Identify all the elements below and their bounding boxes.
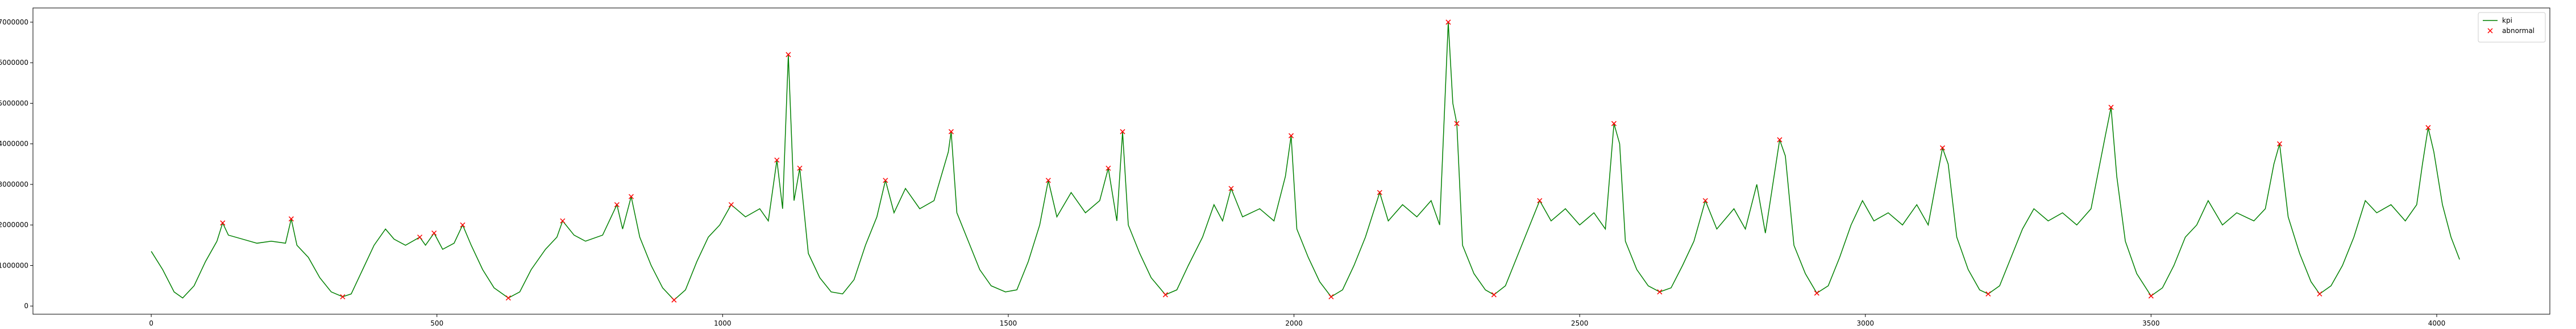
- y-tick-label: 6000000: [0, 59, 28, 67]
- abnormal-marker: [614, 202, 620, 208]
- x-tick-label: 3500: [2142, 319, 2160, 327]
- y-tick-label: 0: [24, 302, 28, 310]
- abnormal-marker: [1657, 289, 1663, 295]
- abnormal-marker: [1777, 137, 1783, 143]
- abnormal-marker: [1328, 294, 1334, 299]
- abnormal-marker: [560, 218, 566, 224]
- y-tick-label: 5000000: [0, 99, 28, 107]
- abnormal-marker: [948, 129, 954, 134]
- x-tick-label: 500: [430, 319, 443, 327]
- abnormal-marker: [797, 165, 803, 171]
- abnormal-marker: [728, 202, 734, 208]
- abnormal-marker: [883, 178, 888, 183]
- abnormal-marker: [628, 194, 634, 199]
- x-tick-label: 2000: [1285, 319, 1303, 327]
- abnormal-marker: [417, 235, 423, 240]
- x-tick-label: 2500: [1571, 319, 1589, 327]
- abnormal-marker: [2425, 125, 2431, 130]
- abnormal-marker: [1377, 190, 1382, 195]
- abnormal-marker: [2108, 105, 2114, 110]
- abnormal-marker: [1045, 178, 1051, 183]
- legend-marker: [2487, 28, 2493, 34]
- abnormal-marker: [220, 220, 226, 226]
- y-tick-label: 2000000: [0, 221, 28, 229]
- abnormal-marker: [786, 52, 791, 57]
- abnormal-marker: [671, 297, 677, 303]
- abnormal-marker: [1288, 133, 1294, 138]
- abnormal-marker: [1162, 292, 1168, 298]
- legend-box: [2478, 12, 2546, 43]
- x-tick-label: 0: [149, 319, 153, 327]
- abnormal-marker: [1537, 198, 1543, 204]
- abnormal-marker: [774, 157, 780, 163]
- y-tick-label: 1000000: [0, 261, 28, 269]
- legend: kpi abnormal: [2478, 12, 2546, 43]
- y-tick-label: 3000000: [0, 180, 28, 188]
- abnormal-marker: [288, 216, 294, 222]
- abnormal-marker: [1228, 186, 1234, 191]
- legend-label: kpi: [2502, 17, 2512, 24]
- abnormal-marker: [1454, 121, 1460, 126]
- abnormal-marker: [1491, 292, 1497, 298]
- abnormal-marker: [2148, 293, 2154, 299]
- abnormal-marker: [505, 295, 511, 301]
- abnormal-marker: [1814, 290, 1819, 296]
- x-tick-label: 1000: [714, 319, 732, 327]
- abnormal-marker: [1939, 145, 1945, 151]
- abnormal-marker: [2276, 141, 2283, 147]
- y-tick-label: 7000000: [0, 18, 28, 26]
- abnormal-marker: [1106, 165, 1111, 171]
- x-tick-label: 4000: [2428, 319, 2446, 327]
- abnormal-marker: [1120, 129, 1125, 134]
- abnormal-marker: [1611, 121, 1617, 126]
- abnormal-marker: [340, 294, 346, 299]
- x-tick-label: 3000: [1856, 319, 1874, 327]
- legend-label: abnormal: [2502, 27, 2535, 35]
- x-tick-label: 1500: [1000, 319, 1017, 327]
- plot-frame: [32, 7, 2550, 315]
- abnormal-marker: [1445, 19, 1451, 25]
- abnormal-marker: [1985, 291, 1991, 297]
- abnormal-marker: [431, 230, 437, 236]
- abnormal-marker: [2317, 291, 2322, 297]
- abnormal-marker: [460, 222, 466, 228]
- y-tick-label: 4000000: [0, 140, 28, 148]
- abnormal-marker: [1702, 198, 1708, 204]
